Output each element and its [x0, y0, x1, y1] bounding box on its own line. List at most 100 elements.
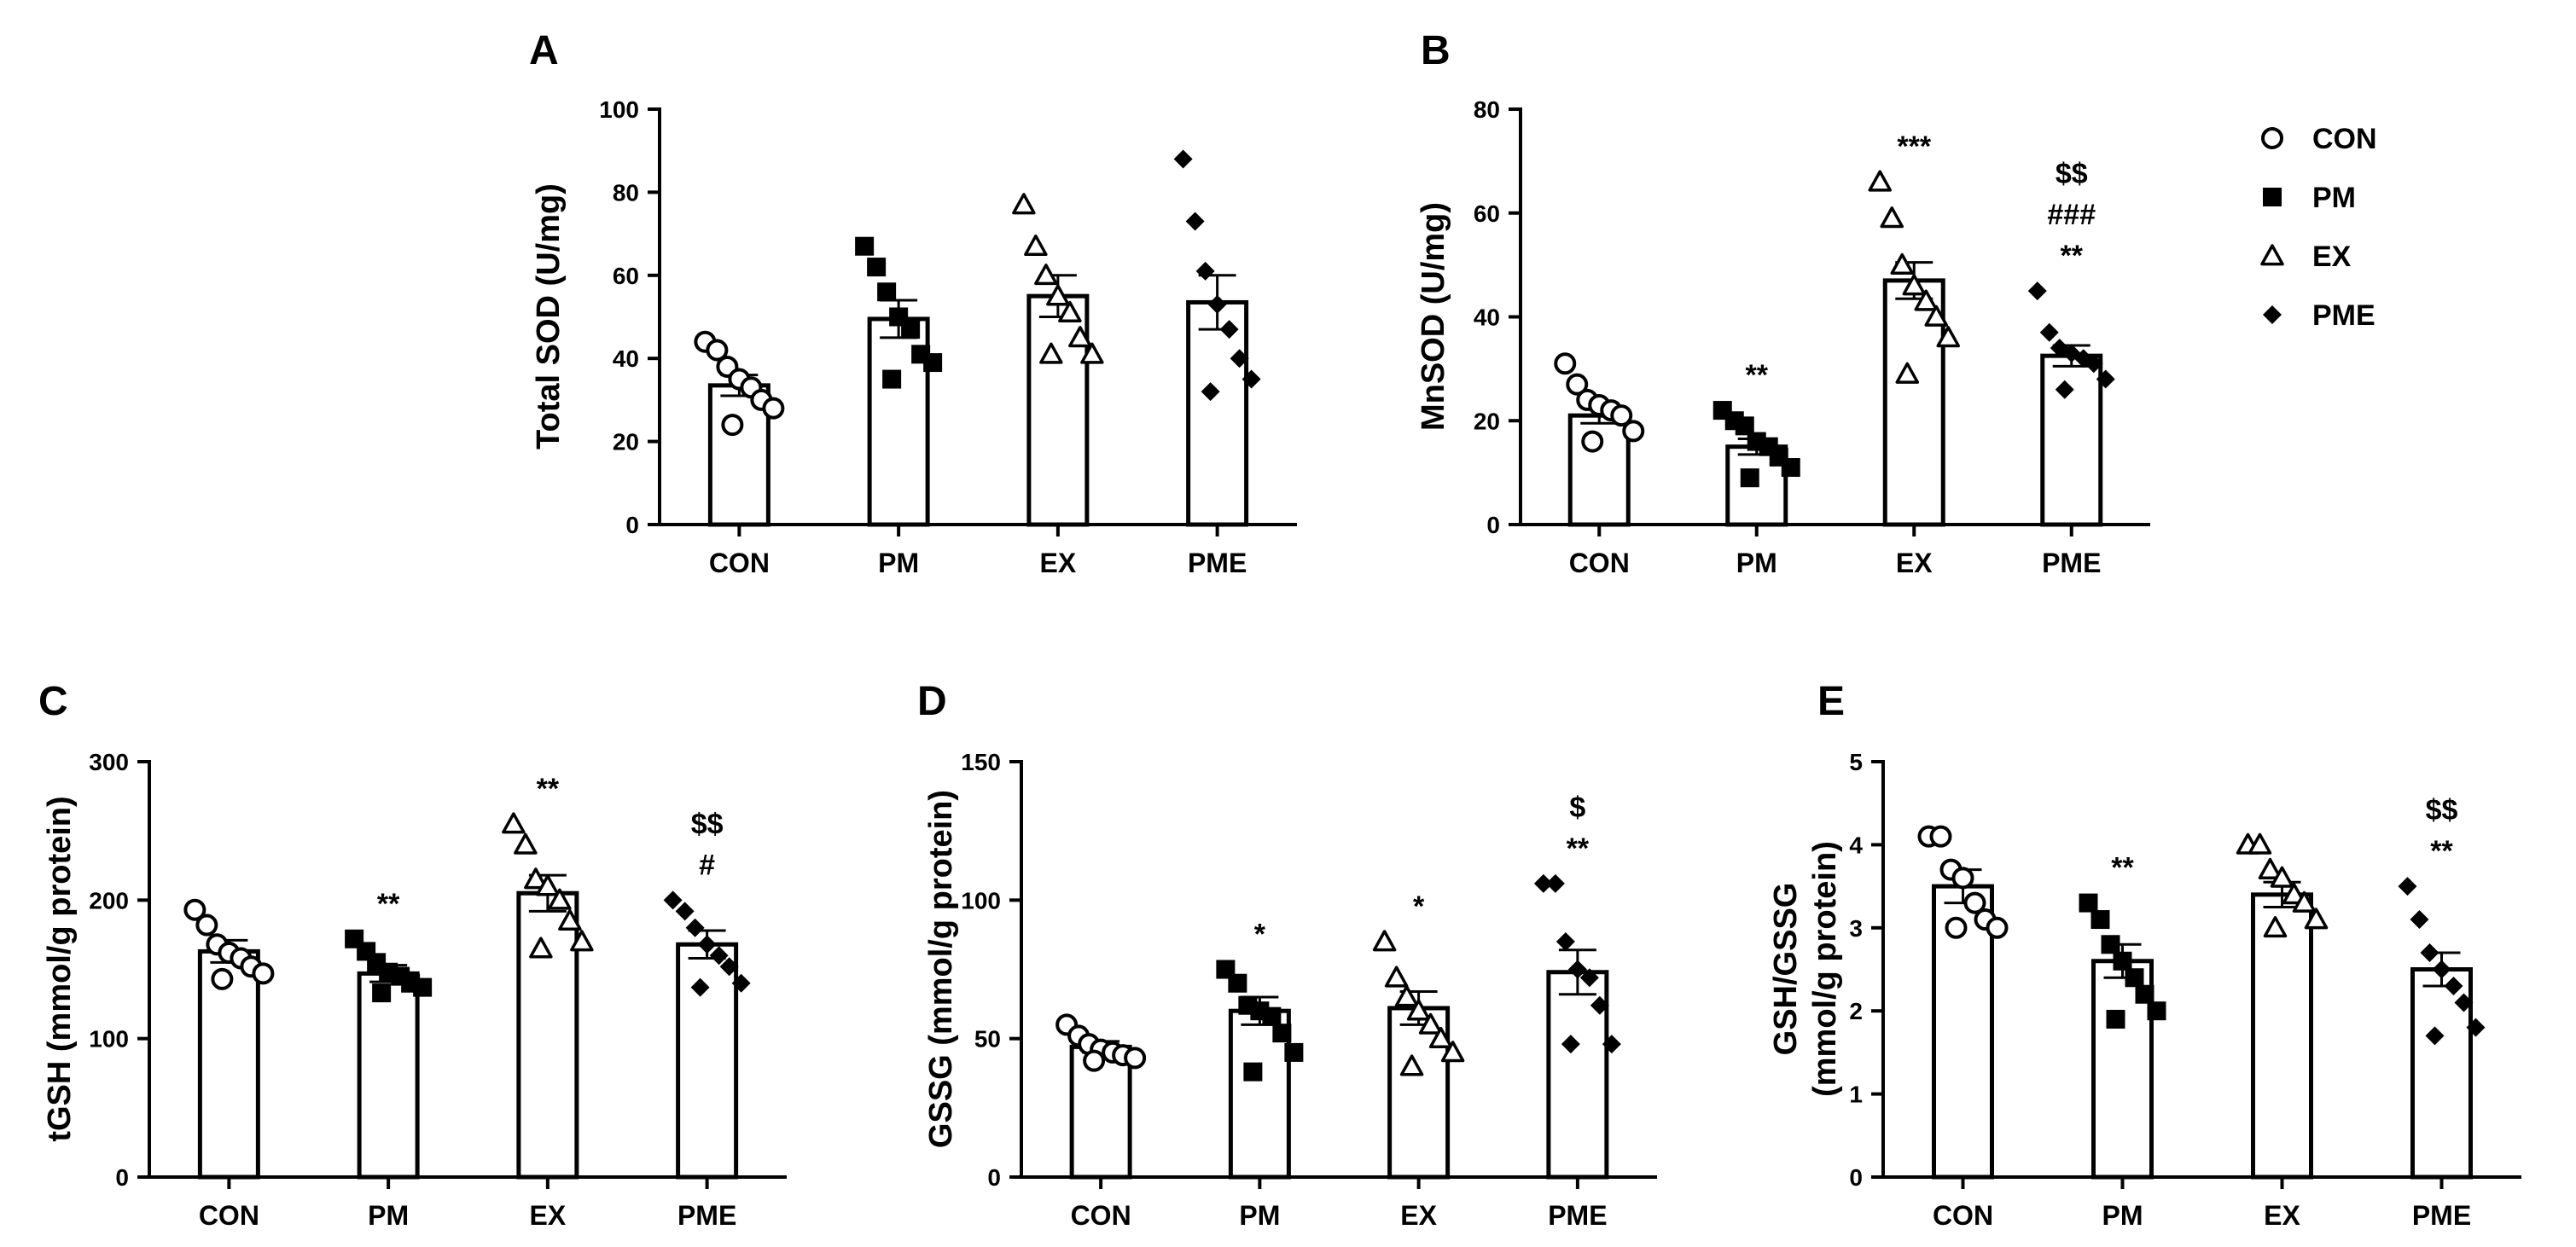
data-point: [1399, 1054, 1424, 1076]
legend-label: PME: [2312, 299, 2375, 332]
data-point: [882, 369, 902, 389]
data-point: [195, 914, 218, 937]
data-point: [2096, 369, 2115, 389]
data-point: [1185, 212, 1205, 231]
data-point: [1533, 873, 1553, 893]
data-point: [2425, 1026, 2445, 1046]
significance-label: **: [2061, 240, 2084, 272]
bar-pme: [2040, 353, 2103, 527]
y-tick-label: 80: [613, 179, 639, 206]
x-tick-label: PME: [2042, 548, 2101, 578]
significance-label: **: [1567, 832, 1590, 865]
significance-label: **: [2111, 852, 2134, 884]
significance-label: $$: [2426, 794, 2458, 826]
significance-label: **: [377, 888, 400, 920]
bar-con: [197, 948, 260, 1180]
data-point: [1555, 932, 1575, 952]
data-point: [690, 977, 710, 997]
y-tick-label: 20: [1474, 408, 1500, 434]
data-point: [1207, 294, 1227, 314]
data-point: [1406, 999, 1431, 1021]
y-tick-label: 0: [1849, 1164, 1863, 1191]
data-point: [2125, 968, 2144, 988]
significance-label: ###: [2047, 199, 2096, 231]
data-point: [1173, 149, 1193, 169]
legend: CON PM EX PME: [2260, 123, 2377, 332]
data-point: [1219, 320, 1239, 339]
significance-label: **: [537, 773, 560, 805]
data-point: [1561, 1035, 1580, 1054]
panel-e: E GSH/GSSG (mmol/g protein) ** $$ ** 0 1 2 3 4 5 CON…: [1768, 679, 2521, 1231]
data-point: [901, 320, 921, 339]
y-tick-label: 0: [625, 512, 639, 538]
data-point: [731, 973, 751, 993]
data-point: [1058, 300, 1082, 322]
x-tick-label: CON: [1071, 1200, 1131, 1231]
y-tick-label: 2: [1849, 998, 1863, 1024]
data-point: [1068, 326, 1092, 348]
data-point: [529, 937, 553, 959]
data-point: [1039, 342, 1063, 364]
significance-label: #: [699, 849, 715, 881]
panel-letter: C: [38, 679, 68, 724]
y-tick-label: 3: [1849, 915, 1863, 942]
y-tick-label: 150: [961, 749, 1001, 775]
data-point: [877, 282, 897, 302]
data-point: [2432, 960, 2451, 979]
x-tick-label: PME: [677, 1200, 736, 1231]
x-tick-label: CON: [199, 1200, 259, 1231]
y-tick-label: 200: [89, 887, 129, 914]
data-point: [1781, 458, 1800, 478]
data-point: [2106, 1009, 2125, 1029]
data-point: [1581, 430, 1604, 453]
data-point: [1241, 369, 1261, 389]
y-tick-label: 80: [1474, 96, 1500, 123]
data-point: [1080, 342, 1104, 364]
x-tick-label: EX: [2264, 1200, 2300, 1231]
y-tick-label: 40: [1474, 304, 1500, 331]
x-tick-label: EX: [1896, 548, 1933, 578]
legend-marker: [2263, 305, 2282, 324]
data-point: [2101, 935, 2120, 954]
panel-letter: B: [1421, 28, 1451, 73]
data-point: [1914, 289, 1938, 311]
data-point: [2079, 893, 2098, 913]
x-tick-label: EX: [1040, 548, 1077, 578]
data-point: [1986, 916, 2009, 939]
data-point: [1394, 985, 1419, 1007]
legend-label: EX: [2312, 241, 2352, 273]
data-point: [514, 832, 538, 855]
data-point: [1243, 1062, 1263, 1082]
significance-label: $: [1569, 792, 1585, 824]
x-tick-label: PM: [368, 1200, 409, 1231]
significance-label: $$: [691, 808, 724, 840]
data-point: [697, 935, 717, 954]
y-axis-title: MnSOD (U/mg): [1416, 202, 1451, 431]
data-point: [1554, 352, 1577, 375]
data-point: [2304, 908, 2329, 930]
data-point: [762, 397, 785, 420]
data-point: [2090, 910, 2110, 930]
data-point: [2292, 890, 2317, 913]
y-tick-label: 60: [613, 263, 639, 289]
data-point: [1230, 349, 1249, 368]
data-point: [2410, 910, 2429, 930]
data-point: [2113, 951, 2132, 971]
data-point: [2039, 322, 2059, 342]
bar-ex: [2251, 892, 2313, 1180]
data-point: [413, 977, 433, 997]
data-point: [524, 867, 548, 890]
y-tick-label: 50: [974, 1026, 1001, 1053]
data-point: [1936, 326, 1960, 348]
data-point: [1083, 1049, 1106, 1072]
data-point: [1951, 867, 1974, 890]
data-point: [1440, 1041, 1465, 1063]
data-point: [1735, 416, 1754, 436]
significance-label: ***: [1897, 130, 1931, 163]
data-point: [1890, 252, 1914, 275]
data-point: [721, 414, 744, 437]
data-point: [2466, 1018, 2486, 1037]
